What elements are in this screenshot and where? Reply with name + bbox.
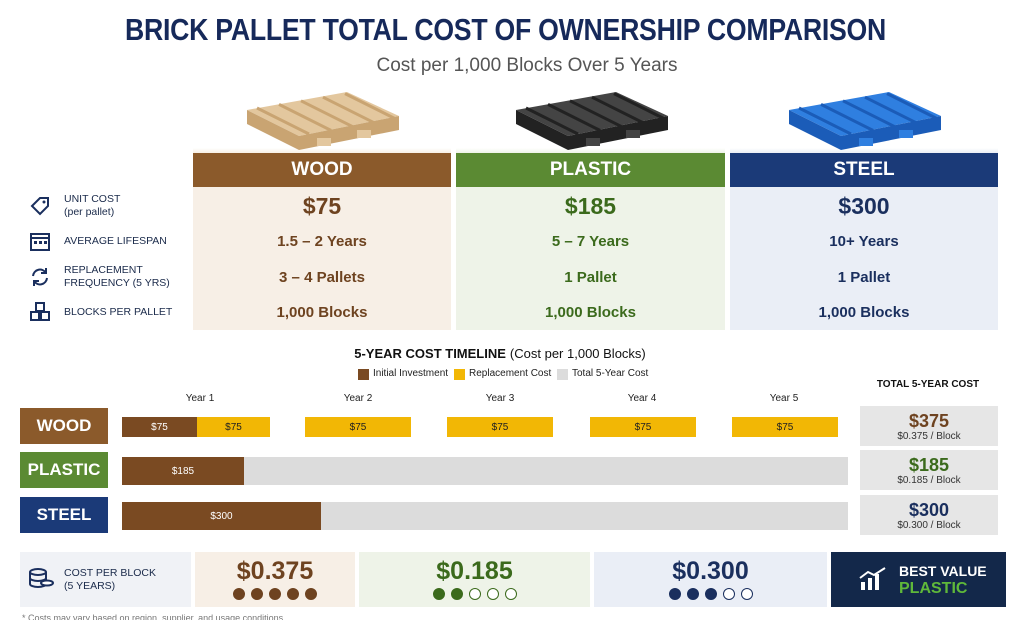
per-block: $0.300 / Block	[897, 519, 961, 531]
cell-value: $75	[302, 192, 342, 219]
rating-dot	[704, 588, 717, 600]
cpb-value: $0.375	[236, 556, 314, 585]
cell-value: 1,000 Blocks	[818, 303, 910, 321]
cost-segment: $185	[122, 457, 244, 485]
rating-dot	[432, 588, 445, 600]
cost-segment: $75	[197, 417, 270, 437]
legend-label: Initial Investment	[373, 368, 449, 379]
per-block: $0.185 / Block	[897, 474, 961, 486]
row-name: PLASTIC	[20, 452, 108, 488]
row-label: REPLACEMENT FREQUENCY (5 YRS)	[64, 263, 189, 291]
cpb-panel	[20, 552, 191, 607]
rating-dot	[504, 588, 517, 600]
total-box: $185 $0.185 / Block	[860, 450, 998, 490]
total-value: $300	[908, 499, 950, 520]
cell-value: 1,000 Blocks	[545, 303, 636, 321]
year-label: Year 4	[627, 392, 657, 404]
total-box: $300 $0.300 / Block	[860, 495, 998, 535]
pallet-image	[247, 92, 399, 150]
timeline-title-note: (Cost per 1,000 Blocks)	[509, 345, 646, 361]
row-name: WOOD	[20, 408, 108, 444]
row-icon	[30, 302, 50, 321]
total-value: $375	[908, 410, 950, 431]
chart-icon	[859, 567, 886, 590]
footnote: * Costs may vary based on region, suppli…	[22, 613, 286, 620]
row-icon	[30, 233, 50, 251]
year-label: Year 2	[343, 392, 373, 404]
total-header: TOTAL 5-YEAR COST	[876, 378, 980, 390]
legend-swatch	[454, 369, 465, 380]
cost-segment: $75	[732, 417, 838, 437]
rating-dot	[468, 588, 481, 600]
rating-dot	[740, 588, 753, 600]
rating-dot	[305, 588, 317, 600]
timeline-title: 5-YEAR COST TIMELINE (Cost per 1,000 Bloc…	[0, 343, 1000, 363]
cell-value: $300	[838, 192, 890, 219]
cost-segment: $75	[122, 417, 197, 437]
best-value-label: BEST VALUE	[899, 563, 987, 579]
row-label: BLOCKS PER PALLET	[64, 298, 189, 326]
legend-label: Total 5-Year Cost	[572, 368, 649, 379]
row-label-text: REPLACEMENT	[64, 264, 143, 276]
cpb-sublabel-text: (5 YEARS)	[64, 580, 116, 592]
row-sublabel-text: FREQUENCY (5 YRS)	[64, 277, 170, 289]
year-label: Year 1	[185, 392, 215, 404]
rating-dot	[668, 588, 681, 600]
cell-value: 10+ Years	[829, 232, 899, 250]
subtitle: Cost per 1,000 Blocks Over 5 Years	[376, 55, 678, 76]
legend-swatch	[557, 369, 568, 380]
cpb-value: $0.185	[436, 556, 513, 585]
rating-dot	[486, 588, 499, 600]
best-value-box	[831, 552, 1006, 607]
rating-dot	[722, 588, 735, 600]
year-label: Year 3	[485, 392, 515, 404]
row-name: STEEL	[20, 497, 108, 533]
year-label: Year 5	[769, 392, 799, 404]
rating-dot	[233, 588, 245, 600]
row-icon	[30, 197, 49, 216]
cell-value: 1,000 Blocks	[276, 303, 368, 321]
rating-dot	[686, 588, 699, 600]
pallet-image	[789, 92, 941, 150]
cpb-label: COST PER BLOCK (5 YEARS)	[64, 566, 184, 594]
row-label-text: BLOCKS PER PALLET	[64, 305, 173, 318]
cell-value: 1 Pallet	[564, 268, 617, 286]
column-header: PLASTIC	[456, 153, 725, 187]
rating-dot	[269, 588, 281, 600]
total-value: $185	[908, 454, 950, 475]
legend-swatch	[358, 369, 369, 380]
cost-segment: $75	[590, 417, 696, 437]
cpb-value: $0.300	[672, 556, 749, 585]
best-value-winner: PLASTIC	[899, 580, 968, 597]
title: BRICK PALLET TOTAL COST OF OWNERSHIP COM…	[125, 12, 887, 47]
per-block: $0.375 / Block	[897, 430, 961, 442]
row-label: AVERAGE LIFESPAN	[64, 227, 189, 255]
cell-value: 1.5 – 2 Years	[277, 232, 367, 250]
cell-value: $185	[564, 192, 617, 219]
row-label-text: UNIT COST	[64, 193, 121, 205]
cell-value: 1 Pallet	[837, 268, 891, 286]
cell-value: 3 – 4 Pallets	[279, 268, 365, 286]
rating-dot	[450, 588, 463, 600]
total-box: $375 $0.375 / Block	[860, 406, 998, 446]
coins-icon	[29, 568, 54, 588]
row-sublabel-text: (per pallet)	[64, 206, 115, 218]
legend-label: Replacement Cost	[469, 368, 552, 379]
cost-segment: $75	[305, 417, 411, 437]
column-header: STEEL	[730, 153, 998, 187]
timeline-title-main: 5-YEAR COST TIMELINE	[354, 345, 506, 361]
cost-segment: $75	[447, 417, 553, 437]
rating-dot	[251, 588, 263, 600]
pallet-image	[515, 92, 668, 150]
cell-value: 5 – 7 Years	[551, 232, 630, 250]
cpb-label-text: COST PER BLOCK	[64, 567, 156, 579]
row-label: UNIT COST (per pallet)	[64, 192, 189, 220]
row-icon	[32, 268, 48, 286]
cost-segment: $300	[122, 502, 321, 530]
column-header: WOOD	[193, 153, 451, 187]
row-label-text: AVERAGE LIFESPAN	[64, 234, 167, 247]
rating-dot	[287, 588, 299, 600]
